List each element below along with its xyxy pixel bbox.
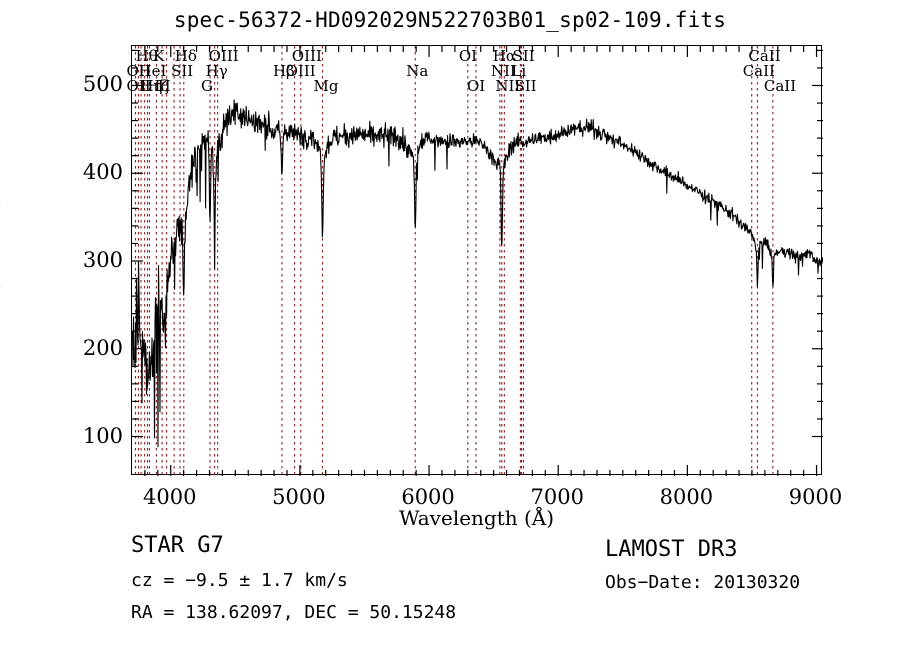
spectral-line-label: NII — [495, 77, 521, 95]
spectral-line-label: Hθ — [135, 47, 158, 65]
spectral-line-label: HeI — [138, 62, 167, 80]
spectral-line-label: OI — [466, 77, 486, 95]
plot-area — [131, 45, 823, 476]
object-class-text: STAR G7 — [131, 533, 224, 558]
spectral-line-label: SII — [514, 77, 537, 95]
y-axis-label: Flux (relative) — [0, 196, 2, 348]
spectral-line-label: Hζ — [147, 77, 169, 95]
spectral-line-label: OIII — [208, 47, 239, 65]
spectral-line-label: OIII — [291, 47, 322, 65]
y-tick-label: 100 — [82, 423, 123, 448]
y-tick-label: 400 — [82, 160, 123, 185]
spectral-line-label: OII — [126, 62, 151, 80]
x-tick-label: 9000 — [788, 485, 843, 509]
x-tick-label: 5000 — [272, 485, 326, 509]
spectral-line-label: Na — [406, 62, 429, 80]
redshift-velocity-text: cz = −9.5 ± 1.7 km/s — [131, 570, 348, 591]
spectral-line-label: SII — [512, 47, 535, 65]
spectral-line-label: CaII — [742, 62, 775, 80]
spectral-line-label: OI — [458, 47, 478, 65]
y-tick-label: 500 — [82, 72, 123, 97]
spectral-line-label: K — [153, 47, 165, 65]
spectral-line-label: NII — [490, 62, 516, 80]
coordinates-text: RA = 138.62097, DEC = 50.15248 — [131, 602, 457, 623]
spectral-line-label: Hγ — [205, 62, 228, 80]
y-tick-label: 300 — [82, 248, 123, 272]
spectral-line-label: G — [201, 77, 213, 95]
spectral-line-label: Hη — [140, 77, 163, 95]
spectral-line-label: OIII — [285, 62, 316, 80]
obs-date-text: Obs−Date: 20130320 — [605, 572, 801, 593]
spectral-line-label: Mg — [313, 77, 339, 95]
spectrum-plot — [132, 46, 823, 476]
x-tick-label: 7000 — [530, 485, 584, 509]
spectral-line-label: SII — [171, 62, 194, 80]
spectral-line-label: Hβ — [272, 62, 295, 80]
page-title: spec-56372-HD092029N522703B01_sp02-109.f… — [173, 8, 727, 32]
spectral-line-label: OII — [126, 77, 151, 95]
y-tick-label: 200 — [82, 335, 123, 360]
spectral-line-label: Hδ — [174, 47, 197, 65]
x-tick-label: 6000 — [401, 485, 455, 509]
spectral-line-label: H — [157, 77, 171, 95]
survey-name-text: LAMOST DR3 — [605, 537, 738, 562]
spectral-line-label: Hα — [492, 47, 516, 65]
spectral-line-label: Li — [511, 62, 527, 80]
x-axis-label: Wavelength (Å) — [398, 506, 555, 530]
x-tick-label: 4000 — [143, 485, 197, 509]
spectral-line-label: CaII — [763, 77, 797, 95]
x-tick-label: 8000 — [659, 485, 714, 509]
spectral-line-label: CaII — [748, 47, 781, 65]
